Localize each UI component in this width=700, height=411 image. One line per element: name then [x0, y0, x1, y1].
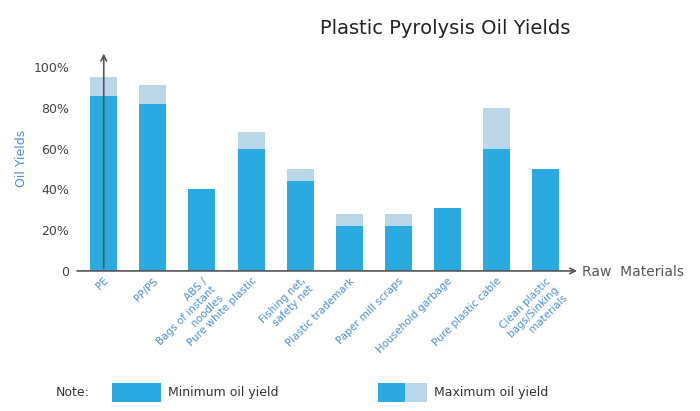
Bar [385, 226, 412, 271]
Bar [434, 208, 461, 271]
Bar [90, 96, 117, 271]
Text: Note:: Note: [56, 386, 90, 399]
Text: Minimum oil yield: Minimum oil yield [168, 386, 279, 399]
Bar [336, 226, 363, 271]
Bar [286, 169, 314, 181]
Bar [385, 214, 412, 226]
Bar [237, 132, 265, 149]
Text: Raw  Materials: Raw Materials [582, 265, 685, 279]
Bar [483, 108, 510, 149]
Bar [483, 149, 510, 271]
Bar [532, 169, 559, 271]
Bar [139, 85, 167, 104]
Text: Maximum oil yield: Maximum oil yield [434, 386, 548, 399]
Bar [139, 104, 167, 271]
Bar [286, 181, 314, 271]
Bar [188, 189, 216, 271]
Bar [90, 77, 117, 96]
Text: Plastic Pyrolysis Oil Yields: Plastic Pyrolysis Oil Yields [320, 18, 570, 38]
Bar [237, 149, 265, 271]
Y-axis label: Oil Yields: Oil Yields [15, 130, 28, 187]
Bar [336, 214, 363, 226]
